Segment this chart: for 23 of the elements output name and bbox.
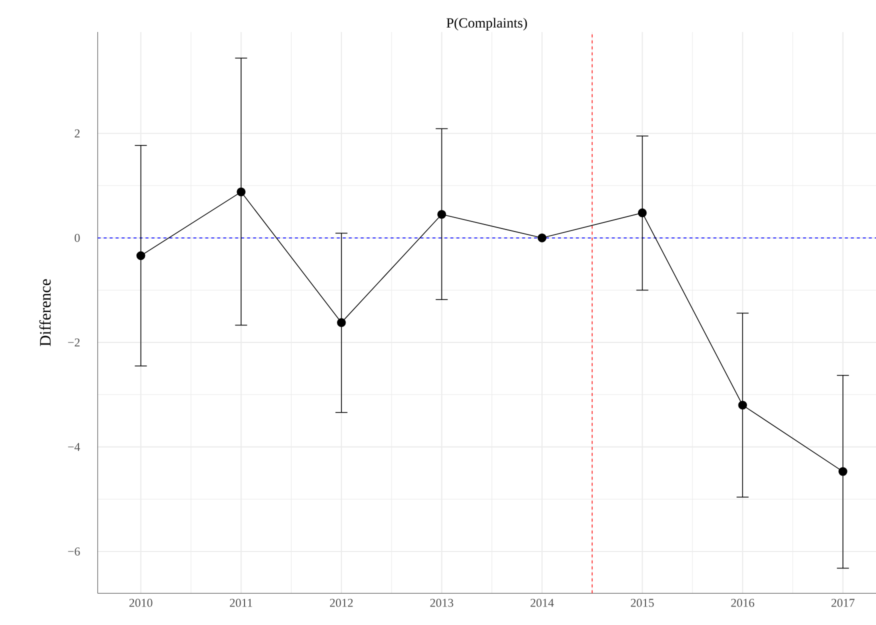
x-tick-label: 2016 [731, 598, 754, 607]
x-tick-label: 2017 [831, 598, 855, 607]
x-tick-label: 2010 [129, 598, 152, 607]
y-tick-label: −4 [68, 443, 80, 451]
point [437, 210, 446, 219]
y-tick-label: −2 [68, 338, 80, 346]
point [538, 234, 546, 242]
y-axis-title: Difference [39, 279, 51, 346]
chart-title: P(Complaints) [446, 18, 527, 30]
point [136, 251, 146, 260]
x-tick-label: 2013 [430, 598, 454, 607]
point [638, 208, 647, 218]
x-tick-label: 2012 [330, 598, 353, 607]
point [236, 188, 246, 196]
point [738, 400, 748, 410]
y-tick-label: 2 [74, 129, 80, 138]
x-tick-label: 2011 [230, 598, 252, 607]
y-tick-label: −6 [68, 547, 80, 556]
point [337, 318, 346, 327]
x-tick-label: 2015 [630, 598, 654, 607]
point [838, 467, 848, 476]
x-tick-label: 2014 [530, 598, 554, 607]
y-tick-label: 0 [74, 234, 80, 242]
